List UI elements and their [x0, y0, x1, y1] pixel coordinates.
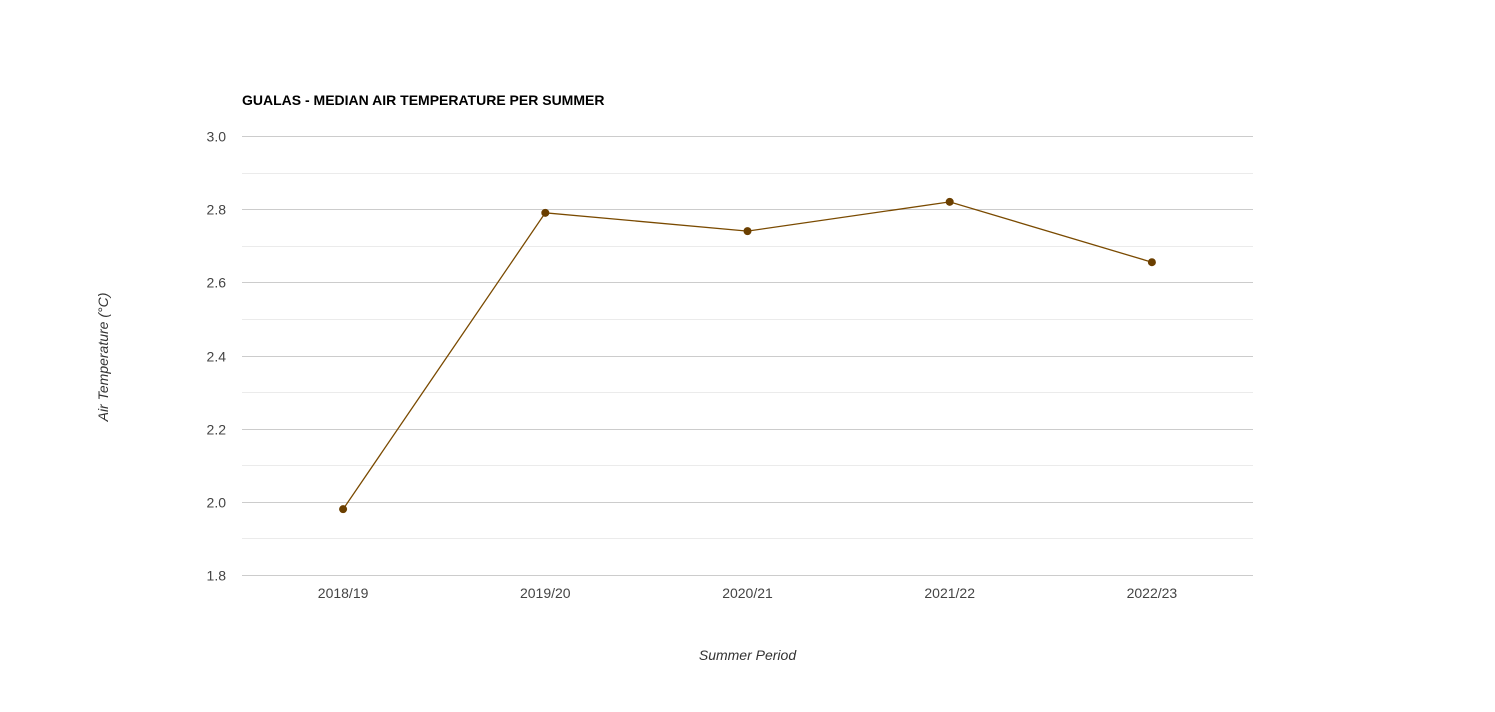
- y-tick-label: 2.4: [207, 349, 227, 365]
- data-point: [945, 197, 954, 206]
- x-tick-label: 2021/22: [924, 585, 975, 601]
- data-point: [541, 208, 550, 217]
- y-tick-label: 2.8: [207, 202, 227, 218]
- data-point: [1147, 258, 1156, 267]
- y-tick-label: 2.0: [207, 495, 227, 511]
- y-tick-label: 2.6: [207, 275, 227, 291]
- y-axis-title: Air Temperature (°C): [95, 292, 111, 422]
- series-line: [342, 201, 1153, 510]
- data-point: [339, 505, 348, 514]
- x-tick-label: 2022/23: [1127, 585, 1178, 601]
- x-tick-label: 2019/20: [520, 585, 571, 601]
- x-tick-label: 2018/19: [318, 585, 369, 601]
- data-point: [743, 227, 752, 236]
- chart-title: GUALAS - MEDIAN AIR TEMPERATURE PER SUMM…: [242, 92, 605, 108]
- x-tick-label: 2020/21: [722, 585, 773, 601]
- y-tick-label: 1.8: [207, 568, 227, 584]
- y-tick-label: 3.0: [207, 129, 227, 145]
- y-tick-label: 2.2: [207, 422, 227, 438]
- x-axis-title: Summer Period: [698, 647, 797, 663]
